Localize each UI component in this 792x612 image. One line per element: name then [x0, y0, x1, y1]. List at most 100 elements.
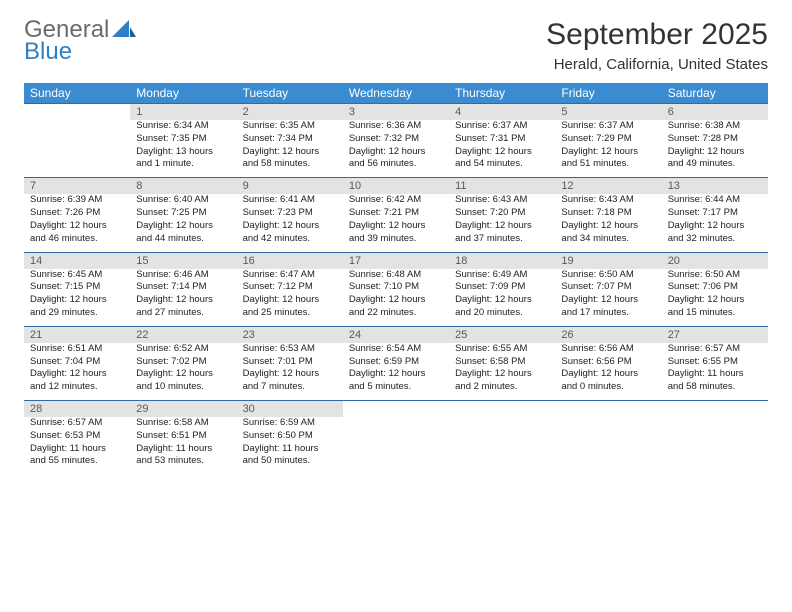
- sunset-text: Sunset: 6:51 PM: [136, 430, 230, 443]
- day-number-cell: 13: [662, 178, 768, 195]
- daylight-text: Daylight: 12 hours and 49 minutes.: [668, 146, 762, 172]
- sunrise-text: Sunrise: 6:39 AM: [30, 194, 124, 207]
- day-number-cell: 23: [237, 326, 343, 343]
- day-cell: Sunrise: 6:44 AMSunset: 7:17 PMDaylight:…: [662, 194, 768, 252]
- daynum-row: 282930: [24, 401, 768, 418]
- daylight-text: Daylight: 12 hours and 10 minutes.: [136, 368, 230, 394]
- day-number-cell: 24: [343, 326, 449, 343]
- week-row: Sunrise: 6:57 AMSunset: 6:53 PMDaylight:…: [24, 417, 768, 474]
- daynum-row: 123456: [24, 104, 768, 121]
- week-row: Sunrise: 6:39 AMSunset: 7:26 PMDaylight:…: [24, 194, 768, 252]
- week-row: Sunrise: 6:45 AMSunset: 7:15 PMDaylight:…: [24, 269, 768, 327]
- daylight-text: Daylight: 11 hours and 58 minutes.: [668, 368, 762, 394]
- day-cell: Sunrise: 6:42 AMSunset: 7:21 PMDaylight:…: [343, 194, 449, 252]
- daylight-text: Daylight: 12 hours and 46 minutes.: [30, 220, 124, 246]
- day-cell: Sunrise: 6:45 AMSunset: 7:15 PMDaylight:…: [24, 269, 130, 327]
- day-cell: [555, 417, 661, 474]
- sunset-text: Sunset: 7:09 PM: [455, 281, 549, 294]
- daylight-text: Daylight: 12 hours and 58 minutes.: [243, 146, 337, 172]
- day-cell: Sunrise: 6:50 AMSunset: 7:07 PMDaylight:…: [555, 269, 661, 327]
- col-friday: Friday: [555, 83, 661, 104]
- sunset-text: Sunset: 6:56 PM: [561, 356, 655, 369]
- day-cell: Sunrise: 6:55 AMSunset: 6:58 PMDaylight:…: [449, 343, 555, 401]
- sunrise-text: Sunrise: 6:57 AM: [30, 417, 124, 430]
- sunset-text: Sunset: 7:25 PM: [136, 207, 230, 220]
- sunrise-text: Sunrise: 6:51 AM: [30, 343, 124, 356]
- day-number-cell: 19: [555, 252, 661, 269]
- day-cell: Sunrise: 6:58 AMSunset: 6:51 PMDaylight:…: [130, 417, 236, 474]
- page-header: General Blue September 2025 Herald, Cali…: [24, 18, 768, 73]
- daynum-row: 14151617181920: [24, 252, 768, 269]
- sunrise-text: Sunrise: 6:54 AM: [349, 343, 443, 356]
- brand-logo: General Blue: [24, 18, 137, 64]
- sunset-text: Sunset: 7:23 PM: [243, 207, 337, 220]
- day-number-cell: 30: [237, 401, 343, 418]
- sunrise-text: Sunrise: 6:50 AM: [561, 269, 655, 282]
- month-title: September 2025: [546, 18, 768, 52]
- daylight-text: Daylight: 12 hours and 27 minutes.: [136, 294, 230, 320]
- sunrise-text: Sunrise: 6:34 AM: [136, 120, 230, 133]
- day-cell: Sunrise: 6:51 AMSunset: 7:04 PMDaylight:…: [24, 343, 130, 401]
- daylight-text: Daylight: 13 hours and 1 minute.: [136, 146, 230, 172]
- sunrise-text: Sunrise: 6:40 AM: [136, 194, 230, 207]
- col-thursday: Thursday: [449, 83, 555, 104]
- daylight-text: Daylight: 12 hours and 20 minutes.: [455, 294, 549, 320]
- title-block: September 2025 Herald, California, Unite…: [546, 18, 768, 73]
- sunset-text: Sunset: 7:29 PM: [561, 133, 655, 146]
- day-cell: Sunrise: 6:37 AMSunset: 7:29 PMDaylight:…: [555, 120, 661, 178]
- day-cell: Sunrise: 6:46 AMSunset: 7:14 PMDaylight:…: [130, 269, 236, 327]
- day-number-cell: 5: [555, 104, 661, 121]
- sunrise-text: Sunrise: 6:59 AM: [243, 417, 337, 430]
- daylight-text: Daylight: 12 hours and 5 minutes.: [349, 368, 443, 394]
- sunrise-text: Sunrise: 6:46 AM: [136, 269, 230, 282]
- sunrise-text: Sunrise: 6:49 AM: [455, 269, 549, 282]
- sunset-text: Sunset: 7:26 PM: [30, 207, 124, 220]
- sunrise-text: Sunrise: 6:44 AM: [668, 194, 762, 207]
- day-number-cell: 3: [343, 104, 449, 121]
- day-number-cell: 25: [449, 326, 555, 343]
- calendar-body: 123456Sunrise: 6:34 AMSunset: 7:35 PMDay…: [24, 104, 768, 475]
- day-cell: Sunrise: 6:49 AMSunset: 7:09 PMDaylight:…: [449, 269, 555, 327]
- daylight-text: Daylight: 12 hours and 15 minutes.: [668, 294, 762, 320]
- day-number-cell: 22: [130, 326, 236, 343]
- day-number-cell: 17: [343, 252, 449, 269]
- day-number-cell: 28: [24, 401, 130, 418]
- day-cell: Sunrise: 6:53 AMSunset: 7:01 PMDaylight:…: [237, 343, 343, 401]
- day-cell: Sunrise: 6:54 AMSunset: 6:59 PMDaylight:…: [343, 343, 449, 401]
- sunrise-text: Sunrise: 6:36 AM: [349, 120, 443, 133]
- col-wednesday: Wednesday: [343, 83, 449, 104]
- day-cell: Sunrise: 6:39 AMSunset: 7:26 PMDaylight:…: [24, 194, 130, 252]
- logo-sail-icon: [111, 18, 137, 38]
- daylight-text: Daylight: 12 hours and 34 minutes.: [561, 220, 655, 246]
- day-number-cell: 21: [24, 326, 130, 343]
- sunset-text: Sunset: 7:21 PM: [349, 207, 443, 220]
- daylight-text: Daylight: 12 hours and 44 minutes.: [136, 220, 230, 246]
- calendar-page: General Blue September 2025 Herald, Cali…: [0, 0, 792, 486]
- sunrise-text: Sunrise: 6:43 AM: [455, 194, 549, 207]
- day-cell: [343, 417, 449, 474]
- day-cell: Sunrise: 6:40 AMSunset: 7:25 PMDaylight:…: [130, 194, 236, 252]
- calendar-table: Sunday Monday Tuesday Wednesday Thursday…: [24, 83, 768, 474]
- day-number-cell: 14: [24, 252, 130, 269]
- day-number-cell: [555, 401, 661, 418]
- day-cell: Sunrise: 6:35 AMSunset: 7:34 PMDaylight:…: [237, 120, 343, 178]
- sunrise-text: Sunrise: 6:58 AM: [136, 417, 230, 430]
- sunrise-text: Sunrise: 6:41 AM: [243, 194, 337, 207]
- sunrise-text: Sunrise: 6:42 AM: [349, 194, 443, 207]
- daylight-text: Daylight: 11 hours and 50 minutes.: [243, 443, 337, 469]
- day-cell: Sunrise: 6:50 AMSunset: 7:06 PMDaylight:…: [662, 269, 768, 327]
- day-number-cell: 16: [237, 252, 343, 269]
- daylight-text: Daylight: 12 hours and 42 minutes.: [243, 220, 337, 246]
- day-number-cell: 29: [130, 401, 236, 418]
- day-cell: Sunrise: 6:43 AMSunset: 7:20 PMDaylight:…: [449, 194, 555, 252]
- day-number-cell: 10: [343, 178, 449, 195]
- day-cell: Sunrise: 6:41 AMSunset: 7:23 PMDaylight:…: [237, 194, 343, 252]
- daylight-text: Daylight: 12 hours and 17 minutes.: [561, 294, 655, 320]
- sunset-text: Sunset: 7:06 PM: [668, 281, 762, 294]
- sunset-text: Sunset: 7:01 PM: [243, 356, 337, 369]
- daylight-text: Daylight: 12 hours and 25 minutes.: [243, 294, 337, 320]
- day-number-cell: 7: [24, 178, 130, 195]
- daylight-text: Daylight: 12 hours and 37 minutes.: [455, 220, 549, 246]
- sunset-text: Sunset: 7:18 PM: [561, 207, 655, 220]
- daylight-text: Daylight: 12 hours and 32 minutes.: [668, 220, 762, 246]
